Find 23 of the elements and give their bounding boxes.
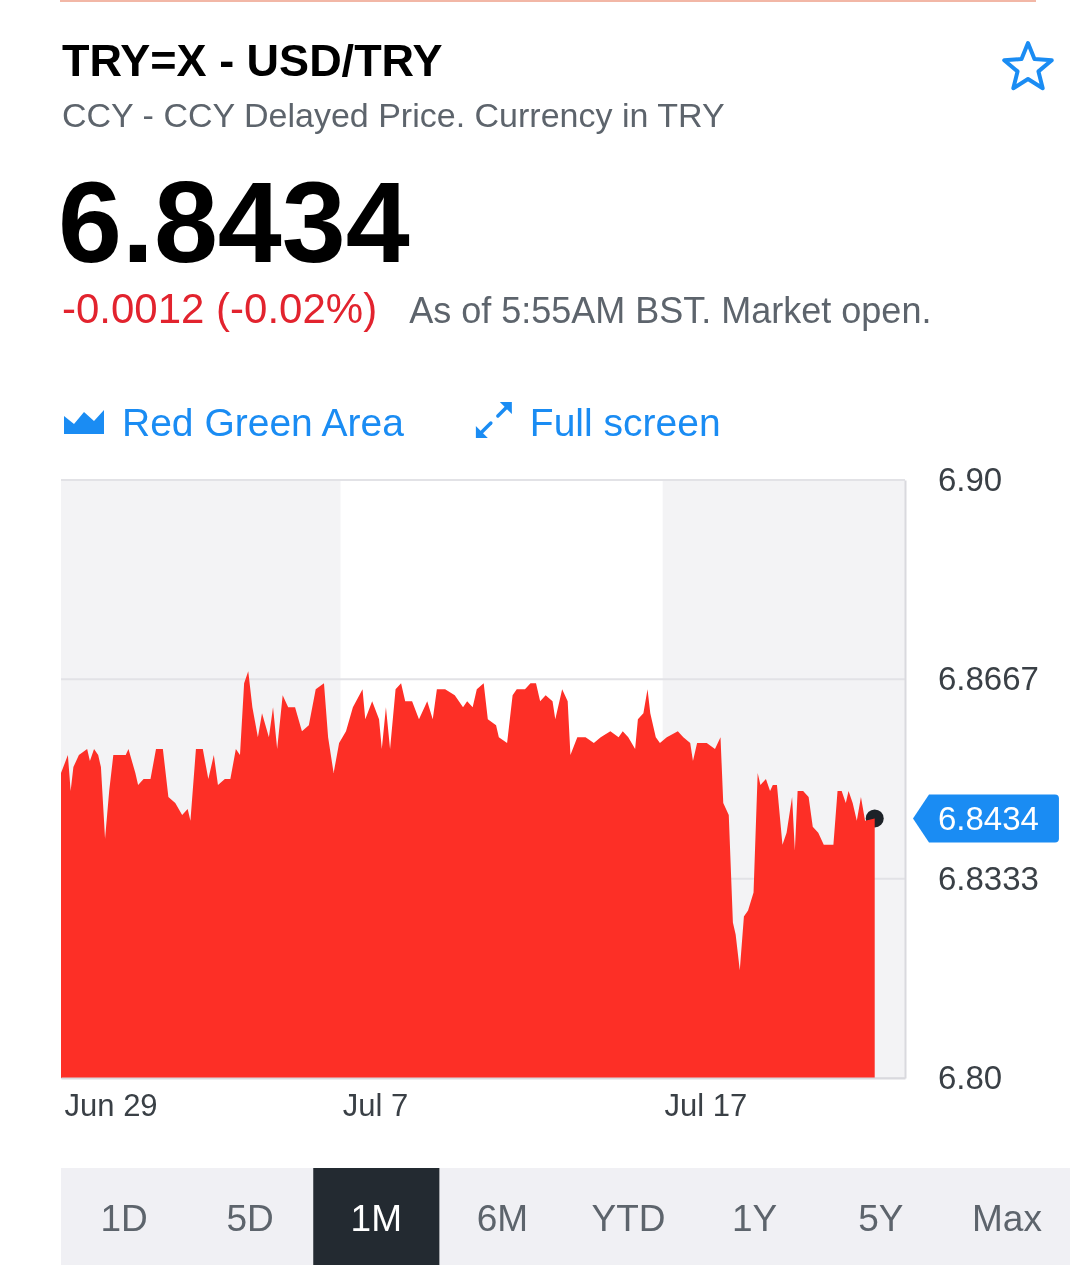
- text: Red Green Area: [122, 401, 405, 444]
- text: As of 5:55AM BST. Market open.: [409, 290, 932, 331]
- y-tick-label: 6.80: [938, 1059, 1003, 1097]
- text: 1M: [350, 1198, 403, 1239]
- text: 1D: [100, 1198, 148, 1239]
- x-tick-label: Jul 17: [664, 1088, 748, 1124]
- x-tick-label: Jul 7: [342, 1088, 409, 1124]
- text: -0.0012 (-0.02%): [62, 285, 378, 332]
- text: Max: [971, 1198, 1043, 1239]
- chart-title: TRY=X - USD/TRY: [62, 35, 443, 86]
- text: 5D: [226, 1198, 274, 1239]
- text: 6.8434: [58, 158, 410, 286]
- y-tick-label: 6.8667: [938, 660, 1039, 698]
- chart-subtitle: CCY - CCY Delayed Price. Currency in TRY: [62, 96, 725, 134]
- text: 5Y: [858, 1198, 904, 1239]
- text: YTD: [591, 1198, 666, 1239]
- y-tick-label: 6.90: [938, 461, 1003, 499]
- text: Full screen: [529, 401, 721, 444]
- x-tick-label: Jun 29: [64, 1088, 158, 1124]
- text: 1Y: [732, 1198, 778, 1239]
- text: 6M: [476, 1198, 529, 1239]
- annotation: 6.8434: [938, 800, 1039, 838]
- y-tick-label: 6.8333: [938, 859, 1039, 897]
